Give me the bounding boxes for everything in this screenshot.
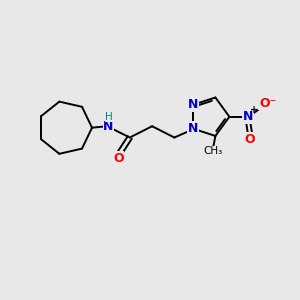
Text: CH₃: CH₃ [203,146,223,156]
Text: O: O [113,152,124,165]
Text: O: O [245,133,256,146]
Text: N: N [188,98,198,111]
Text: O⁻: O⁻ [259,97,276,110]
Text: H: H [105,112,113,122]
Text: +: + [250,105,258,115]
Text: N: N [103,120,114,133]
Text: N: N [188,122,198,135]
Text: N: N [243,110,253,123]
